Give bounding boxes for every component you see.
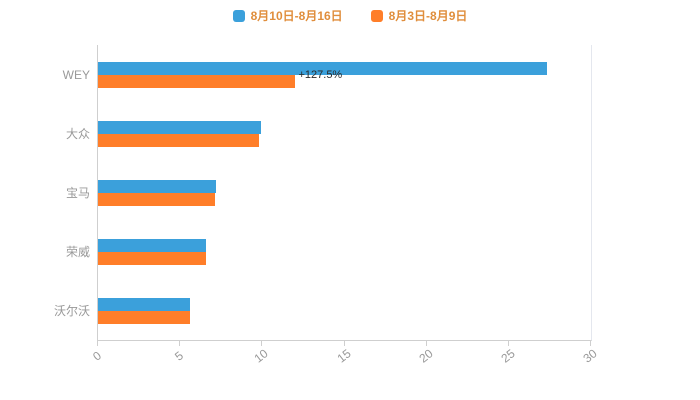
x-axis-tick xyxy=(97,341,98,346)
bar-series-0-沃尔沃[interactable] xyxy=(98,297,191,311)
x-axis-tick xyxy=(507,341,509,346)
y-axis-label: 荣威 xyxy=(65,244,90,259)
x-axis-tick xyxy=(590,341,591,346)
y-axis-label: 大众 xyxy=(65,126,90,141)
x-axis-label: 15 xyxy=(333,346,354,366)
bar-series-1-WEY[interactable] xyxy=(98,74,296,88)
x-axis-label: 20 xyxy=(416,346,436,366)
legend-label: 8月10日-8月16日 xyxy=(250,9,343,23)
bar-series-0-荣威[interactable] xyxy=(98,238,207,252)
x-axis-label: 10 xyxy=(251,346,271,366)
legend-item-1[interactable]: 8月3日-8月9日 xyxy=(370,7,468,24)
y-axis-label: 宝马 xyxy=(65,185,90,200)
y-axis-label: 沃尔沃 xyxy=(53,303,90,318)
x-axis-label: 25 xyxy=(498,346,518,366)
bar-series-0-宝马[interactable] xyxy=(98,179,217,193)
x-axis-tick xyxy=(343,341,345,346)
bar-series-0-大众[interactable] xyxy=(98,120,261,134)
legend-swatch-icon xyxy=(232,9,245,22)
legend-label: 8月3日-8月9日 xyxy=(388,9,468,23)
bar-series-1-沃尔沃[interactable] xyxy=(98,310,191,324)
x-axis-tick xyxy=(179,341,181,346)
bar-series-0-WEY[interactable] xyxy=(98,61,547,75)
x-axis-label: 0 xyxy=(90,348,104,364)
legend-item-0[interactable]: 8月10日-8月16日 xyxy=(232,7,343,24)
bar-series-1-荣威[interactable] xyxy=(98,251,207,265)
bar-series-1-大众[interactable] xyxy=(98,133,260,147)
x-axis-tick xyxy=(261,341,263,346)
legend-swatch-icon xyxy=(370,9,383,22)
bar-annotation: +127.5% xyxy=(298,68,343,81)
chart-legend: 8月10日-8月16日 8月3日-8月9日 xyxy=(0,7,700,24)
x-axis-tick xyxy=(425,341,427,346)
x-axis-label: 30 xyxy=(580,346,600,366)
y-axis-label: WEY xyxy=(62,67,90,82)
x-axis-label: 5 xyxy=(172,348,187,364)
plot-area: +127.5% xyxy=(97,45,592,341)
bar-series-1-宝马[interactable] xyxy=(98,192,215,206)
